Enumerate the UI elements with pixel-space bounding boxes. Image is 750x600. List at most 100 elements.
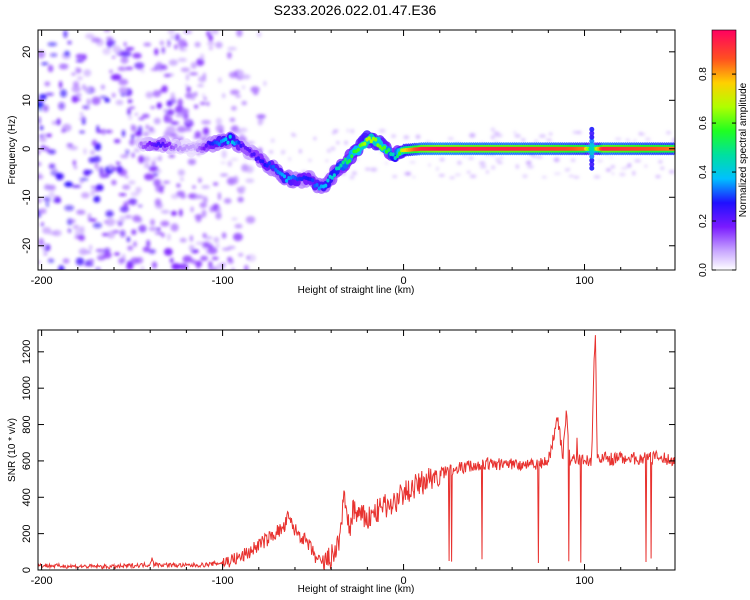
spectrogram-noise-speck	[131, 229, 137, 235]
spectrogram-noise-speck	[176, 183, 181, 188]
spectrogram-noise-speck	[123, 42, 127, 47]
spectrogram-noise-speck	[128, 180, 136, 185]
spectrogram-ridge-cell	[256, 156, 260, 161]
spectrogram-ridge-cell	[387, 148, 391, 152]
spectrogram-noise-speck	[178, 208, 183, 217]
spectrogram-noise-speck	[171, 263, 181, 270]
spectrogram-noise-speck	[404, 172, 412, 176]
spectrogram-noise-speck	[39, 208, 47, 215]
spectrogram-noise-speck	[84, 87, 90, 92]
spectrogram-ridge-cell	[589, 142, 595, 148]
spectrogram-noise-speck	[182, 255, 193, 263]
spectrogram-noise-speck	[215, 243, 220, 248]
spectrogram-noise-speck	[208, 261, 213, 269]
spectrogram-noise-speck	[250, 86, 260, 93]
spectrogram-noise-speck	[106, 36, 113, 40]
spectrogram-x-axis-label: Height of straight line (km)	[298, 285, 415, 296]
spectrogram-noise-speck	[38, 260, 42, 264]
spectrogram-noise-speck	[239, 186, 246, 191]
spectrogram-noise-speck	[240, 74, 251, 80]
spectrogram-noise-speck	[204, 236, 213, 240]
spectrogram-ridge-cell	[395, 154, 399, 159]
spectrogram-noise-speck	[469, 174, 477, 178]
spectrogram-noise-speck	[497, 161, 503, 164]
y-tick-label: 0	[21, 146, 33, 152]
spectrogram-noise-speck	[79, 178, 89, 181]
spectrogram-ridge-cell	[589, 157, 595, 163]
spectrogram-noise-speck	[479, 164, 487, 169]
spectrogram-noise-speck	[56, 173, 63, 181]
spectrogram-noise-speck	[466, 171, 471, 174]
colorbar-tick-label: 0.6	[698, 116, 709, 130]
spectrogram-noise-speck	[64, 181, 73, 188]
spectrogram-noise-speck	[457, 161, 462, 165]
spectrogram-noise-speck	[129, 139, 135, 146]
spectrogram-ridge-cell	[174, 143, 178, 148]
spectrogram-noise-speck	[238, 253, 244, 257]
spectrogram-noise-speck	[38, 197, 43, 204]
spectrogram-ridge-cell	[267, 161, 271, 166]
spectrogram-ridge	[136, 126, 675, 194]
spectrogram-noise-speck	[625, 138, 630, 142]
spectrogram-noise-speck	[186, 120, 191, 123]
spectrogram-noise-speck	[227, 258, 234, 264]
spectrogram-noise-speck	[165, 109, 175, 116]
spectrogram-noise-speck	[167, 30, 175, 35]
spectrogram-noise-speck	[67, 143, 74, 147]
spectrogram-ridge-cell	[156, 141, 161, 146]
spectrogram-noise-speck	[212, 182, 219, 186]
spectrogram-noise-speck	[41, 133, 47, 139]
spectrogram-noise-speck	[245, 178, 255, 183]
spectrogram-noise-speck	[95, 184, 104, 192]
x-tick-label: 0	[400, 275, 406, 287]
spectrogram-noise-speck	[104, 129, 113, 134]
spectrogram-noise-speck	[217, 192, 221, 201]
spectrogram-noise-speck	[201, 185, 210, 189]
spectrogram-noise-speck	[83, 69, 92, 77]
spectrogram-noise-speck	[152, 90, 162, 98]
spectrogram-noise-speck	[96, 125, 100, 132]
spectrogram-noise-speck	[38, 174, 44, 180]
spectrogram-noise-speck	[230, 89, 240, 95]
spectrogram-ridge-cell	[348, 159, 352, 163]
spectrogram-noise-speck	[86, 98, 91, 106]
spectrogram-noise-speck	[183, 42, 188, 48]
spectrogram-noise-speck	[611, 172, 615, 175]
spectrogram-noise-speck	[655, 175, 661, 178]
spectrogram-noise-speck	[146, 239, 151, 248]
spectrogram-noise-speck	[88, 218, 97, 222]
snr-panel: -200 -100 0 100 0 200 400 600 800 1000 1200 Heigh…	[7, 329, 676, 595]
spectrogram-ridge-cell	[159, 143, 163, 148]
spectrogram-noise-speck	[47, 149, 56, 155]
spectrogram-noise-speck	[170, 34, 174, 40]
spectrogram-noise-speck	[150, 218, 155, 226]
spectrogram-ridge-cell	[217, 142, 221, 147]
spectrogram-noise-speck	[184, 83, 189, 88]
spectrogram-noise-speck	[163, 73, 171, 78]
spectrogram-noise-speck	[111, 92, 116, 98]
spectrogram-noise-speck	[534, 139, 539, 144]
spectrogram-noise-speck	[75, 257, 85, 266]
spectrogram-noise-speck	[438, 174, 445, 177]
spectrogram-noise-speck	[230, 158, 239, 161]
spectrogram-noise-speck	[71, 72, 76, 76]
y-tick-label: 1200	[21, 340, 33, 364]
spectrogram-noise-speck	[195, 241, 205, 245]
spectrogram-noise-speck	[166, 100, 173, 107]
spectrogram-noise-speck	[143, 42, 152, 47]
spectrogram-noise-speck	[102, 251, 112, 259]
spectrogram-noise-speck	[221, 232, 227, 239]
spectrogram-noise-speck	[138, 155, 145, 164]
spectrogram-y-ticks: -20 -10 0 10 20	[21, 46, 675, 254]
spectrogram-ridge-cell	[248, 148, 252, 153]
spectrogram-noise-speck	[495, 157, 500, 162]
spectrogram-noise-speck	[107, 230, 116, 239]
spectrogram-noise-speck	[77, 97, 81, 101]
spectrogram-ridge-cell	[226, 140, 230, 145]
spectrogram-noise-speck	[163, 108, 167, 113]
spectrogram-noise-speck	[96, 168, 101, 172]
spectrogram-noise-speck	[378, 129, 386, 133]
spectrogram-noise-speck	[575, 131, 582, 134]
spectrogram-noise-speck	[256, 114, 266, 119]
spectrogram-noise-speck	[194, 91, 198, 97]
